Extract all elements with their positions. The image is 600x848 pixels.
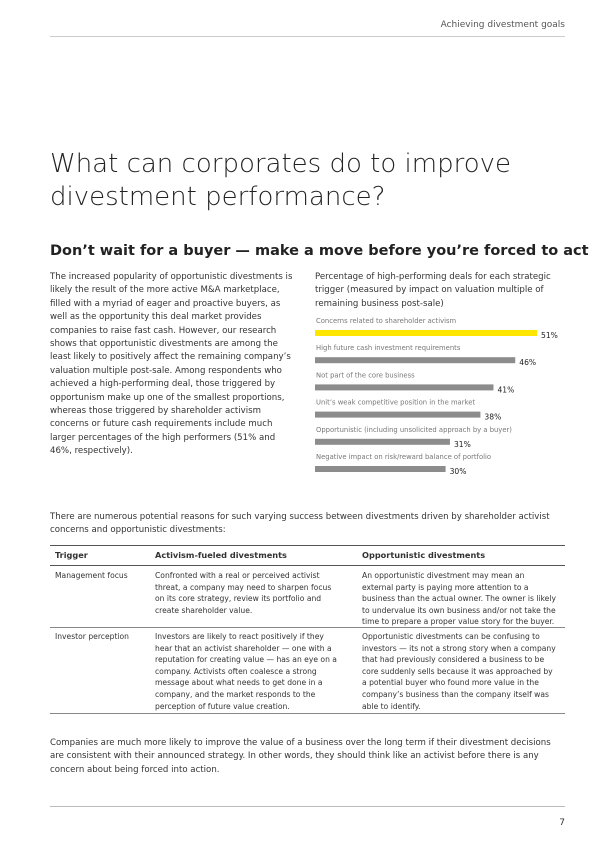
value-label: 46% (519, 358, 536, 367)
bar (315, 384, 494, 391)
table-cell: Opportunistic divestments can be confusi… (362, 632, 556, 711)
category-label: High future cash investment requirements (316, 344, 461, 352)
bar (315, 438, 450, 445)
page-title: What can corporates do to improve divest… (50, 149, 511, 212)
bar (315, 330, 537, 336)
bar (315, 357, 516, 364)
table-cell: Investor perception (55, 632, 129, 641)
category-label: Not part of the core business (316, 371, 415, 379)
section-header: Achieving divestment goals (440, 20, 565, 30)
subtitle: Don’t wait for a buyer — make a move bef… (50, 243, 589, 259)
table-rule (50, 627, 565, 628)
table-header: Trigger (55, 550, 88, 560)
category-label: Concerns related to shareholder activism (316, 317, 457, 325)
table-cell: Management focus (55, 571, 128, 580)
value-label: 31% (454, 440, 471, 449)
chart-title: Percentage of high-performing deals for … (315, 272, 551, 309)
value-label: 30% (450, 467, 467, 476)
intro-text: There are numerous potential reasons for… (50, 512, 550, 536)
value-label: 38% (484, 413, 501, 422)
body-text: The increased popularity of opportunisti… (50, 272, 293, 457)
table-cell: Confronted with a real or perceived acti… (155, 571, 332, 615)
table-header: Activism-fueled divestments (155, 550, 287, 560)
header-rule (50, 36, 565, 37)
value-label: 41% (497, 385, 514, 394)
table-rule (50, 713, 565, 714)
table-rule (50, 545, 565, 546)
page-number: 7 (559, 818, 565, 828)
table-cell: An opportunistic divestment may mean an … (362, 571, 556, 627)
closing-text: Companies are much more likely to improv… (50, 738, 551, 775)
category-label: Negative impact on risk/reward balance o… (316, 453, 491, 461)
footer-rule (50, 806, 565, 807)
table-cell: Investors are likely to react positively… (155, 632, 337, 711)
value-label: 51% (541, 331, 558, 340)
chart: Concerns related to shareholder activism… (315, 317, 558, 476)
bar (315, 411, 481, 418)
table-rule (50, 565, 565, 566)
category-label: Unit’s weak competitive position in the … (316, 399, 475, 407)
bar (315, 466, 446, 472)
category-label: Opportunistic (including unsolicited app… (316, 426, 512, 434)
table-header: Opportunistic divestments (362, 550, 486, 560)
